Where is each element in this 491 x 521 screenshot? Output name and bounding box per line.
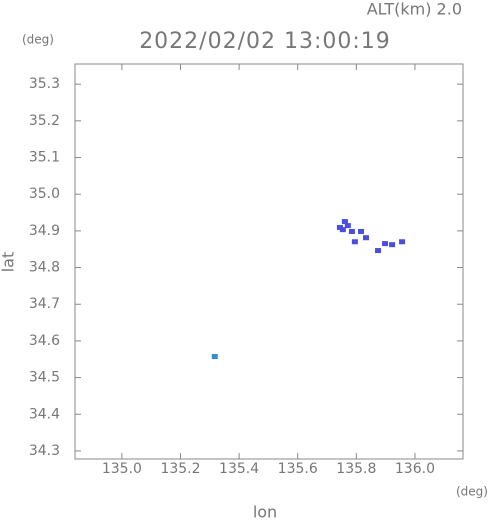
echo-point: [358, 228, 365, 234]
y-tick-label: 35.3: [29, 76, 60, 92]
plot-frame: [74, 63, 464, 460]
x-tick-label: 135.2: [160, 461, 200, 477]
y-tick-label: 35.1: [29, 150, 60, 166]
echo-point: [375, 248, 382, 254]
y-tick-label: 34.7: [29, 296, 60, 312]
y-unit: (deg): [22, 33, 54, 47]
y-tick-label: 34.4: [29, 406, 60, 422]
x-tick-label: 135.8: [336, 461, 376, 477]
echo-point: [344, 223, 351, 229]
echo-point: [363, 235, 369, 241]
x-tick-label: 135.6: [278, 461, 318, 477]
chart-subtitle: 2022/02/02 13:00:19: [139, 29, 391, 54]
y-tick-label: 35.2: [29, 113, 60, 129]
x-axis-label: lon: [253, 503, 277, 521]
chart-title: ALT(km) 2.0: [367, 0, 462, 19]
echo-point: [399, 239, 406, 245]
x-tick-label: 135.0: [102, 461, 142, 477]
echo-point: [341, 219, 348, 225]
y-axis-label: lat: [0, 252, 18, 273]
x-tick-label: 135.4: [219, 461, 259, 477]
y-tick-label: 34.6: [29, 333, 60, 349]
y-tick-label: 34.3: [29, 443, 60, 459]
y-tick-label: 34.5: [29, 370, 60, 386]
y-tick-label: 34.8: [29, 260, 60, 276]
x-unit: (deg): [456, 485, 488, 499]
y-tick-label: 35.0: [29, 186, 60, 202]
echo-point: [351, 239, 358, 245]
echo-point: [339, 227, 346, 233]
echo-point: [211, 354, 218, 360]
echo-point: [389, 242, 396, 248]
echo-point: [382, 241, 389, 247]
echo-point: [348, 228, 355, 234]
x-tick-label: 136.0: [395, 461, 435, 477]
y-tick-label: 34.9: [29, 223, 60, 239]
